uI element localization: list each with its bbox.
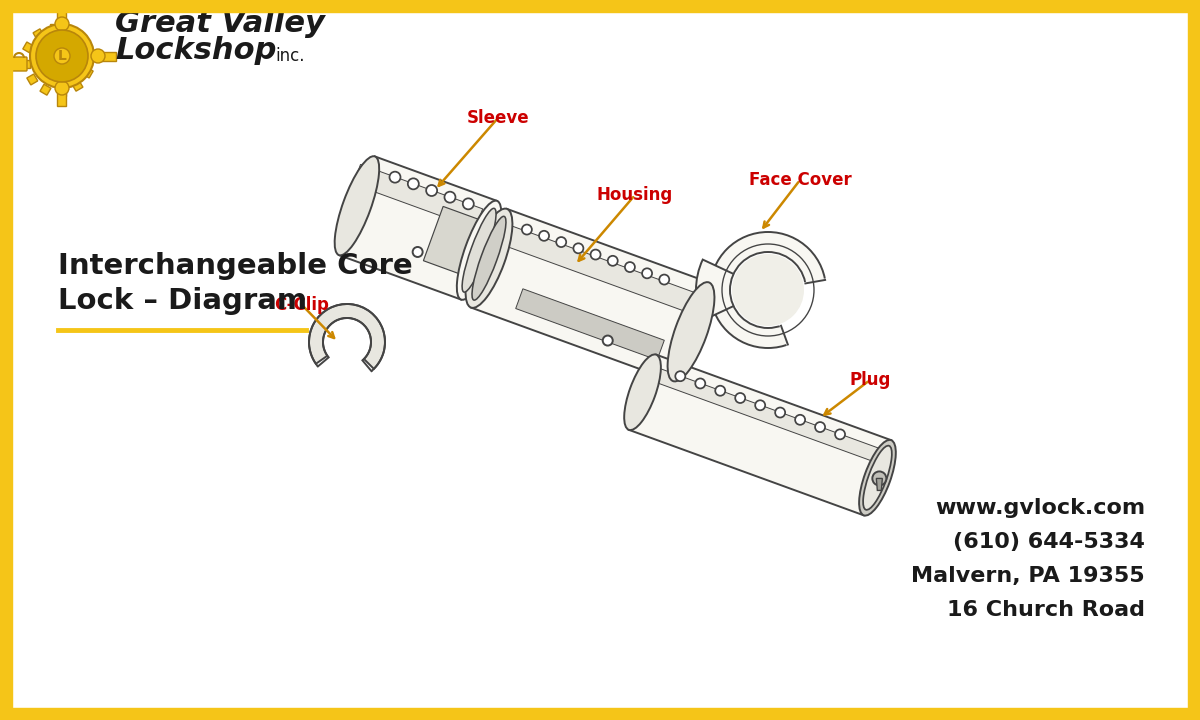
Wedge shape [768, 279, 829, 347]
Circle shape [607, 256, 618, 266]
Bar [22, 60, 30, 68]
Bar [78, 35, 89, 46]
Circle shape [642, 269, 652, 279]
Text: Lock – Diagram: Lock – Diagram [58, 287, 307, 315]
Circle shape [463, 198, 474, 210]
Wedge shape [310, 304, 385, 369]
Circle shape [715, 386, 725, 396]
Ellipse shape [859, 440, 896, 516]
Ellipse shape [472, 216, 506, 300]
Circle shape [408, 179, 419, 189]
Text: Lockshop: Lockshop [115, 36, 276, 65]
Ellipse shape [335, 156, 379, 256]
Circle shape [835, 429, 845, 439]
Polygon shape [424, 207, 498, 281]
Ellipse shape [667, 282, 714, 382]
Text: Face Cover: Face Cover [749, 171, 851, 189]
Circle shape [55, 17, 70, 31]
Bar [0, 708, 1200, 720]
Circle shape [590, 250, 600, 260]
Circle shape [426, 185, 437, 196]
Text: www.gvlock.com: www.gvlock.com [935, 498, 1145, 518]
Circle shape [755, 400, 766, 410]
Ellipse shape [863, 446, 892, 510]
Circle shape [30, 24, 94, 88]
Polygon shape [640, 363, 880, 462]
Circle shape [91, 49, 106, 63]
Ellipse shape [624, 354, 661, 430]
Polygon shape [338, 156, 497, 300]
Circle shape [625, 262, 635, 272]
Circle shape [775, 408, 785, 418]
Text: 16 Church Road: 16 Church Road [947, 600, 1145, 620]
Circle shape [695, 379, 706, 389]
Ellipse shape [462, 208, 496, 292]
Ellipse shape [466, 209, 512, 308]
Circle shape [390, 171, 401, 183]
Text: Housing: Housing [596, 186, 673, 204]
Bar [98, 52, 116, 61]
Bar [58, 88, 66, 106]
Circle shape [815, 422, 826, 432]
Text: Malvern, PA 19355: Malvern, PA 19355 [911, 566, 1145, 586]
Polygon shape [472, 209, 709, 381]
Bar [0, 0, 12, 720]
Circle shape [730, 252, 806, 328]
Bar [26, 74, 37, 85]
Circle shape [602, 336, 613, 346]
Circle shape [732, 254, 804, 326]
Text: inc.: inc. [275, 47, 305, 65]
Text: Interchangeable Core: Interchangeable Core [58, 252, 413, 280]
Circle shape [539, 231, 550, 240]
Circle shape [574, 243, 583, 253]
Bar [58, 88, 66, 96]
Circle shape [55, 81, 70, 95]
Ellipse shape [457, 201, 502, 300]
Circle shape [557, 237, 566, 247]
Bar [72, 80, 83, 91]
Polygon shape [876, 478, 882, 490]
Bar [34, 29, 44, 40]
Bar [86, 52, 94, 60]
Text: (610) 644-5334: (610) 644-5334 [953, 532, 1145, 552]
Bar [58, 6, 66, 24]
Circle shape [676, 372, 685, 381]
Wedge shape [696, 260, 768, 320]
Circle shape [413, 247, 422, 257]
Bar [83, 67, 94, 78]
Text: Great Valley: Great Valley [115, 9, 325, 38]
Circle shape [710, 232, 826, 348]
Circle shape [54, 48, 70, 64]
Text: C-Clip: C-Clip [275, 296, 330, 314]
Bar [65, 24, 76, 36]
Text: Plug: Plug [850, 371, 890, 389]
FancyBboxPatch shape [11, 57, 28, 71]
Circle shape [872, 472, 887, 485]
Text: L: L [58, 49, 66, 63]
Polygon shape [516, 289, 665, 360]
Circle shape [736, 393, 745, 403]
Bar [23, 42, 34, 53]
Circle shape [522, 225, 532, 235]
Circle shape [796, 415, 805, 425]
Polygon shape [485, 219, 695, 312]
Bar [40, 84, 50, 95]
Circle shape [444, 192, 456, 202]
Bar [1188, 0, 1200, 720]
Bar [0, 0, 1200, 12]
Circle shape [659, 274, 670, 284]
Polygon shape [353, 164, 482, 228]
Bar [50, 24, 58, 32]
Polygon shape [629, 355, 892, 516]
Circle shape [36, 30, 88, 82]
Text: Sleeve: Sleeve [467, 109, 529, 127]
